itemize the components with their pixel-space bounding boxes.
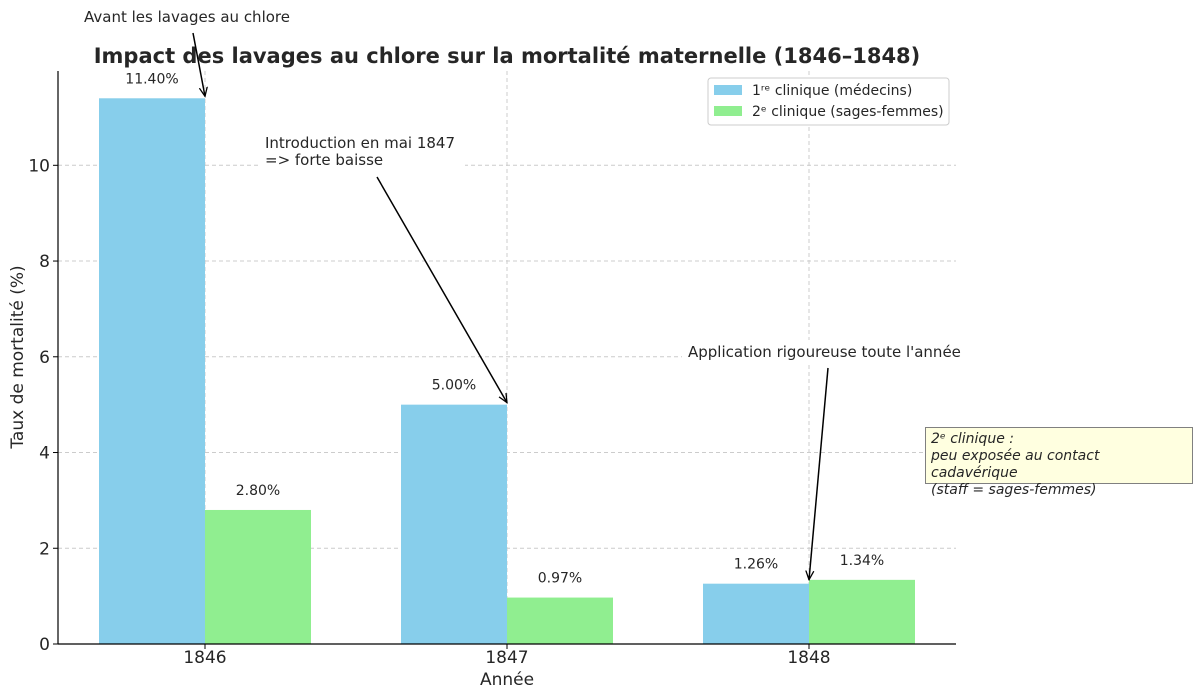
x-tick-label: 1848 (787, 648, 830, 668)
note-line: 2ᵉ clinique : (931, 431, 1014, 447)
annotation-text: Application rigoureuse toute l'année (688, 343, 961, 361)
bar-value-label: 11.40% (125, 71, 178, 87)
chart-title: Impact des lavages au chlore sur la mort… (94, 44, 921, 68)
y-axis-label: Taux de mortalité (%) (8, 265, 28, 449)
y-tick-label: 4 (39, 444, 50, 464)
bar-value-label: 5.00% (432, 378, 476, 394)
bar-value-label: 2.80% (236, 483, 280, 499)
y-tick-label: 8 (39, 252, 50, 272)
annotation: Avant les lavages au chlore (84, 8, 290, 96)
annotation-text: Introduction en mai 1847 (265, 134, 455, 152)
annotation-text: Avant les lavages au chlore (84, 8, 290, 26)
x-tick-label: 1847 (485, 648, 528, 668)
bar-1-1848 (703, 583, 809, 644)
y-tick-label: 10 (28, 156, 50, 176)
legend: 1ʳᵉ clinique (médecins) 2ᵉ clinique (sag… (707, 77, 950, 126)
note-line: peu exposée au contact cadavérique (931, 448, 1100, 481)
y-tick-label: 0 (39, 635, 50, 655)
bar-value-label: 1.26% (734, 557, 778, 573)
note-line: (staff = sages-femmes) (931, 482, 1097, 498)
annotation: Application rigoureuse toute l'année (682, 340, 968, 580)
legend-label-clinic-2: 2ᵉ clinique (sages-femmes) (752, 104, 944, 120)
legend-swatch-clinic-2 (714, 106, 742, 116)
annotation-arrow (376, 176, 507, 403)
y-tick-label: 2 (39, 539, 50, 559)
bar-2-1847 (507, 597, 613, 644)
x-tick-label: 1846 (183, 648, 226, 668)
x-axis-label: Année (480, 670, 534, 690)
bar-1-1846 (99, 98, 205, 645)
legend-label-clinic-1: 1ʳᵉ clinique (médecins) (752, 83, 912, 99)
bar-value-label: 0.97% (538, 571, 582, 587)
annotation-arrow (809, 367, 829, 580)
y-tick-label: 6 (39, 348, 50, 368)
annotation-text: => forte baisse (265, 151, 383, 169)
note-box: 2ᵉ clinique : peu exposée au contact cad… (925, 427, 1193, 498)
bar-1-1847 (401, 404, 507, 644)
legend-swatch-clinic-1 (714, 85, 742, 95)
bar-2-1848 (809, 579, 915, 644)
bar-value-label: 1.34% (840, 553, 884, 569)
bar-2-1846 (205, 509, 311, 644)
annotation-arrow (192, 32, 205, 96)
annotation: Introduction en mai 1847=> forte baisse (259, 131, 507, 403)
